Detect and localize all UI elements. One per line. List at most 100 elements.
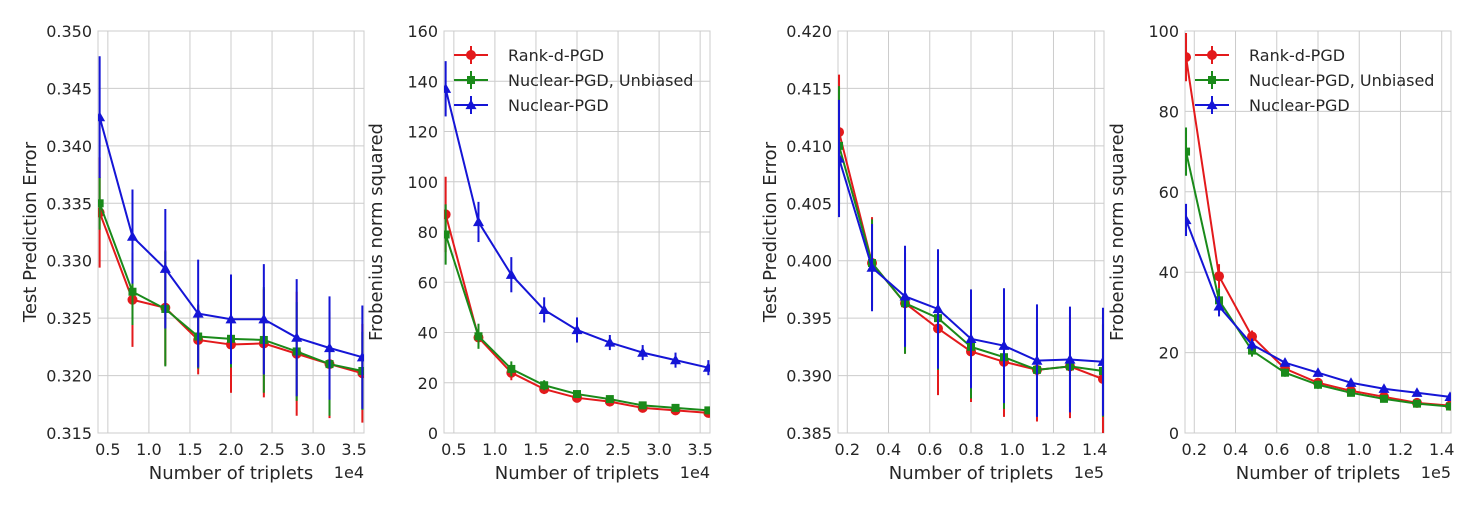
y-axis-label: Frobenius norm squared xyxy=(366,123,387,341)
x-tick-label: 0.2 xyxy=(835,440,860,459)
legend-label: Rank-d-PGD xyxy=(508,46,604,65)
y-axis-label: Test Prediction Error xyxy=(760,141,781,323)
plot-frame xyxy=(97,30,365,434)
x-tick-label: 0.8 xyxy=(1305,440,1330,459)
data-point xyxy=(356,351,364,362)
y-tick-label: 0.395 xyxy=(786,309,832,328)
legend-marker xyxy=(1207,50,1217,60)
data-point xyxy=(965,333,977,343)
data-point xyxy=(571,324,583,335)
data-point xyxy=(670,354,682,365)
y-tick-label: 20 xyxy=(418,374,438,393)
x-axis-label: Number of triplets xyxy=(889,463,1054,484)
y-tick-label: 0.340 xyxy=(46,137,92,156)
x-tick-label: 1.4 xyxy=(1429,440,1454,459)
panel-3: 0.2 0.4 0.6 0.8 1.0 1.2 1.4 0.385 0.390 0.395 0.40… xyxy=(760,22,1107,484)
x-tick-label: 1.0 xyxy=(136,440,161,459)
x-tick-label: 1.4 xyxy=(1082,440,1107,459)
data-point xyxy=(98,199,104,208)
legend-entry: Rank-d-PGD xyxy=(454,46,604,65)
data-point xyxy=(1213,300,1225,311)
x-tick-label: 2.0 xyxy=(218,440,243,459)
data-point xyxy=(702,362,710,372)
legend-entry: Nuclear-PGD, Unbiased xyxy=(1195,71,1434,90)
data-point xyxy=(1098,366,1104,375)
y-tick-label: 0.405 xyxy=(786,194,832,213)
x-tick-label: 1.2 xyxy=(1041,440,1066,459)
y-tick-label: 120 xyxy=(407,123,438,142)
data-point xyxy=(1379,394,1388,403)
data-point xyxy=(1412,399,1421,408)
x-tick-label: 0.8 xyxy=(958,440,983,459)
x-tick-label: 2.5 xyxy=(259,440,284,459)
legend-marker xyxy=(466,50,476,60)
data-point xyxy=(291,332,303,342)
y-tick-label: 0.420 xyxy=(786,22,832,41)
y-tick-label: 40 xyxy=(418,324,438,343)
y-tick-label: 60 xyxy=(1159,183,1179,202)
data-point xyxy=(538,304,550,315)
data-point xyxy=(605,395,614,404)
y-tick-label: 0.385 xyxy=(786,424,832,443)
y-tick-label: 40 xyxy=(1159,263,1179,282)
data-point xyxy=(1185,147,1191,156)
data-area xyxy=(1185,33,1451,411)
data-point xyxy=(573,390,581,399)
x-tick-label: 1.0 xyxy=(482,440,507,459)
plot-frame xyxy=(1184,30,1452,434)
data-point xyxy=(1185,214,1192,225)
data-point xyxy=(838,141,844,150)
x-tick-label: 1.2 xyxy=(1388,440,1413,459)
data-area xyxy=(444,61,710,418)
data-point xyxy=(1445,402,1451,411)
legend-marker xyxy=(467,76,475,84)
data-point xyxy=(998,340,1010,350)
y-tick-label: 140 xyxy=(407,72,438,91)
x-offset-label: 1e5 xyxy=(1074,463,1104,482)
data-point xyxy=(1411,387,1423,397)
legend-marker xyxy=(1206,99,1218,110)
data-point xyxy=(866,262,878,272)
y-tick-label: 0 xyxy=(428,424,438,443)
y-tick-label: 0.400 xyxy=(786,252,832,271)
y-tick-label: 60 xyxy=(418,273,438,292)
y-tick-label: 0.325 xyxy=(46,309,92,328)
data-point xyxy=(838,152,845,163)
data-point xyxy=(932,303,944,314)
data-point xyxy=(225,313,237,324)
data-point xyxy=(1097,356,1104,366)
y-tick-label: 0.320 xyxy=(46,367,92,386)
series-nuclear-pgd-unbiased xyxy=(444,204,710,415)
x-tick-label: 1.5 xyxy=(523,440,548,459)
x-tick-label: 0.6 xyxy=(917,440,942,459)
data-point xyxy=(1214,271,1225,282)
data-point xyxy=(126,231,138,241)
y-tick-label: 100 xyxy=(1148,22,1179,41)
y-tick-label: 0.390 xyxy=(786,367,832,386)
legend-entry: Nuclear-PGD xyxy=(454,96,609,115)
y-tick-label: 80 xyxy=(418,223,438,242)
legend-marker xyxy=(465,99,477,110)
legend-label: Nuclear-PGD xyxy=(508,96,609,115)
x-tick-label: 3.5 xyxy=(341,440,366,459)
y-axis-label: Test Prediction Error xyxy=(20,141,41,323)
legend: Rank-d-PGD Nuclear-PGD, Unbiased Nuclear-P… xyxy=(1195,46,1434,115)
data-point xyxy=(1345,377,1357,387)
x-axis-label: Number of triplets xyxy=(1236,463,1401,484)
x-axis-label: Number of triplets xyxy=(149,463,314,484)
data-point xyxy=(98,111,106,122)
data-point xyxy=(1312,367,1324,377)
y-tick-label: 0 xyxy=(1169,424,1179,443)
y-tick-label: 0.415 xyxy=(786,79,832,98)
legend-entry: Rank-d-PGD xyxy=(1195,46,1345,65)
data-point xyxy=(159,263,171,273)
y-tick-label: 0.315 xyxy=(46,424,92,443)
data-point xyxy=(638,401,647,410)
legend-label: Rank-d-PGD xyxy=(1249,46,1345,65)
series-nuclear-pgd xyxy=(838,99,1104,417)
data-point xyxy=(1246,339,1258,349)
y-axis-label: Frobenius norm squared xyxy=(1107,123,1128,341)
x-tick-label: 0.5 xyxy=(441,440,466,459)
legend-marker xyxy=(1208,76,1216,84)
